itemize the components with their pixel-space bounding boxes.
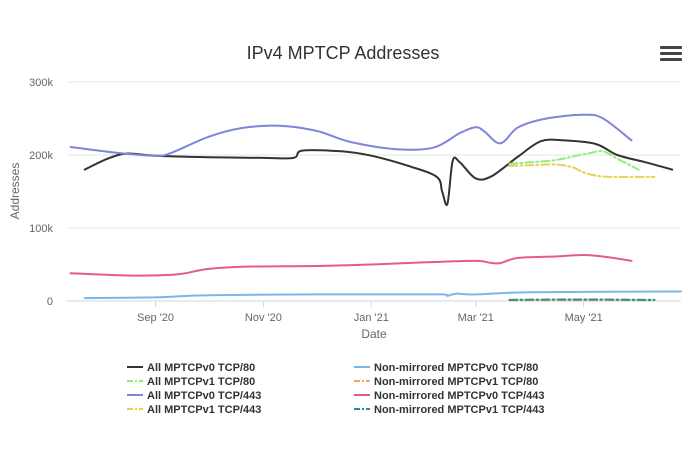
legend-item[interactable]: All MPTCPv0 TCP/443 <box>127 390 261 402</box>
legend-label: All MPTCPv0 TCP/80 <box>147 362 255 374</box>
legend-label: Non-mirrored MPTCPv0 TCP/80 <box>374 362 538 374</box>
series-line-3[interactable] <box>71 115 632 156</box>
legend-item[interactable]: All MPTCPv1 TCP/80 <box>127 376 255 388</box>
x-tick-label: Mar '21 <box>458 312 494 324</box>
legend-label: All MPTCPv1 TCP/80 <box>147 376 255 388</box>
x-tick-label: May '21 <box>565 312 603 324</box>
legend-label: All MPTCPv0 TCP/443 <box>147 390 261 402</box>
legend-label: Non-mirrored MPTCPv1 TCP/443 <box>374 404 545 416</box>
y-tick-label: 300k <box>29 77 53 89</box>
y-tick-label: 0 <box>47 296 53 308</box>
x-tick-label: Jan '21 <box>354 312 389 324</box>
chart-menu-button[interactable] <box>660 46 682 66</box>
y-tick-label: 200k <box>29 150 53 162</box>
legend-item[interactable]: Non-mirrored MPTCPv1 TCP/443 <box>354 404 545 416</box>
axes: 0 100k 200k 300k Sep '20 Nov '20 Jan '21 Mar '2… <box>29 77 603 324</box>
legend-item[interactable]: All MPTCPv1 TCP/443 <box>127 404 261 416</box>
x-tick-label: Nov '20 <box>245 312 282 324</box>
legend[interactable]: All MPTCPv0 TCP/80 All MPTCPv1 TCP/80 All … <box>127 362 545 416</box>
y-axis-title: Addresses <box>8 163 22 220</box>
legend-item[interactable]: Non-mirrored MPTCPv0 TCP/80 <box>354 362 538 374</box>
chart-title: IPv4 MPTCP Addresses <box>247 43 440 63</box>
x-axis-title: Date <box>361 327 387 341</box>
legend-item[interactable]: All MPTCPv0 TCP/80 <box>127 362 255 374</box>
legend-item[interactable]: Non-mirrored MPTCPv0 TCP/443 <box>354 390 545 402</box>
y-tick-label: 100k <box>29 223 53 235</box>
legend-label: Non-mirrored MPTCPv1 TCP/80 <box>374 376 538 388</box>
hamburger-menu-icon <box>660 46 682 49</box>
x-tick-label: Sep '20 <box>137 312 174 324</box>
series-line-5[interactable] <box>85 292 681 299</box>
series-line-7[interactable] <box>71 255 632 276</box>
legend-item[interactable]: Non-mirrored MPTCPv1 TCP/80 <box>354 376 538 388</box>
legend-label: All MPTCPv1 TCP/443 <box>147 404 261 416</box>
series-lines <box>71 115 682 301</box>
legend-label: Non-mirrored MPTCPv0 TCP/443 <box>374 390 545 402</box>
